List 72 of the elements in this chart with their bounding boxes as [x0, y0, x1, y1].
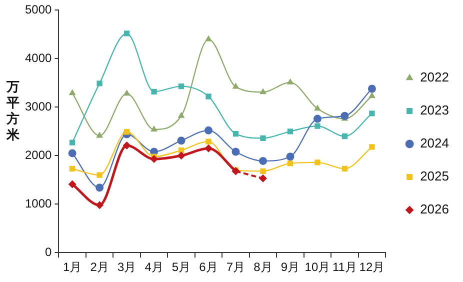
point [369, 144, 375, 150]
point [232, 130, 239, 137]
point [151, 88, 157, 94]
x-tick-label: 9月 [280, 260, 300, 274]
point [287, 128, 294, 134]
y-tick-label: 1000 [24, 196, 52, 210]
legend-label: 2024 [420, 136, 449, 151]
point [260, 168, 266, 174]
x-tick-label: 3月 [117, 260, 136, 274]
point [342, 133, 348, 140]
x-tick-label: 5月 [172, 260, 191, 274]
point [259, 174, 267, 182]
x-tick-label: 7月 [226, 260, 246, 274]
legend-label: 2026 [420, 202, 449, 217]
legend-label: 2025 [420, 168, 449, 184]
point [260, 88, 266, 94]
y-tick-label: 0 [45, 244, 52, 259]
x-tick-label: 6月 [199, 260, 218, 274]
point [314, 123, 320, 129]
point [204, 144, 213, 152]
point [69, 166, 76, 172]
point [96, 184, 104, 192]
point [177, 136, 186, 145]
point [232, 82, 240, 89]
x-tick-label: 10月 [304, 260, 330, 274]
point [313, 114, 322, 123]
x-tick-label: 11月 [332, 260, 357, 274]
point [369, 110, 375, 116]
point [122, 141, 131, 150]
point [68, 89, 76, 96]
y-tick-label: 4000 [24, 50, 52, 65]
point [124, 129, 130, 135]
point [340, 112, 349, 120]
y-axis-title: 万平方米 [5, 80, 20, 144]
point [287, 160, 294, 166]
point [69, 140, 76, 146]
point [204, 126, 213, 134]
point [260, 135, 266, 142]
point [259, 156, 267, 165]
point [96, 172, 102, 178]
point [96, 132, 104, 138]
point [232, 148, 240, 156]
legend-label: 2023 [420, 102, 449, 118]
point [314, 160, 320, 166]
point [178, 112, 185, 118]
y-tick-label: 2000 [24, 148, 52, 162]
y-tick-label: 5000 [24, 2, 52, 17]
point [68, 180, 76, 188]
point [96, 201, 104, 210]
point [368, 84, 376, 93]
y-tick-label: 3000 [24, 99, 52, 114]
point [68, 149, 76, 158]
point [150, 125, 158, 132]
x-tick-label: 4月 [144, 260, 164, 274]
point [286, 78, 294, 84]
point [342, 166, 348, 172]
point [368, 92, 376, 98]
point [314, 104, 321, 111]
point [206, 138, 212, 144]
point [124, 30, 130, 36]
point [286, 152, 294, 161]
point [123, 90, 130, 96]
x-tick-label: 8月 [254, 260, 272, 274]
point [206, 94, 212, 100]
point [178, 83, 184, 90]
point [177, 152, 186, 160]
legend-label: 2022 [420, 70, 449, 85]
x-tick-label: 1月 [62, 260, 82, 274]
point [96, 80, 102, 86]
point [205, 35, 212, 42]
x-tick-label: 2月 [90, 260, 109, 274]
x-tick-label: 12月 [359, 260, 385, 274]
